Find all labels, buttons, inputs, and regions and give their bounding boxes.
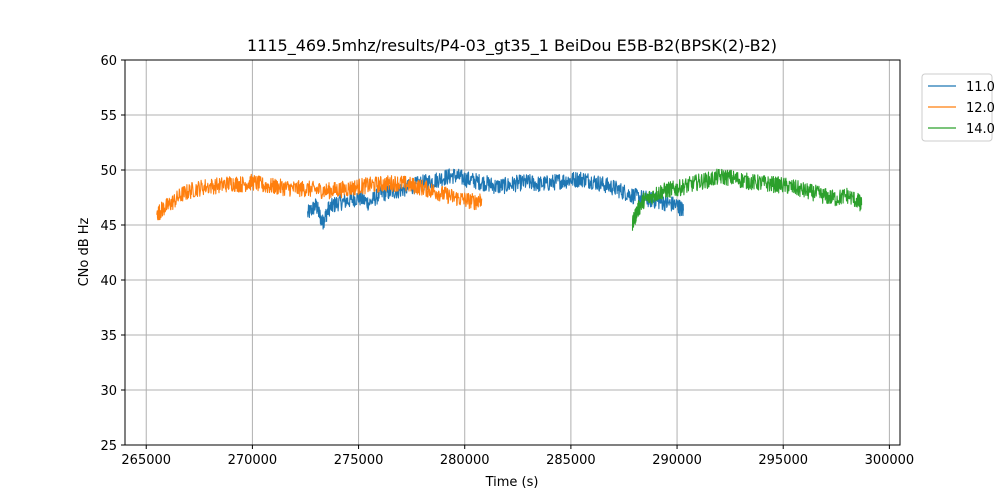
x-tick-label: 270000 (228, 453, 278, 468)
grid-lines (125, 59, 900, 446)
series-lines (156, 168, 863, 231)
axis-ticks: 265000 270000 275000 280000 285000 290000 2950… (100, 54, 914, 468)
x-tick-label: 295000 (758, 453, 808, 468)
y-tick-label: 45 (100, 219, 117, 234)
y-tick-label: 50 (100, 164, 117, 179)
x-tick-label: 300000 (865, 453, 915, 468)
x-tick-label: 280000 (440, 453, 490, 468)
y-tick-label: 35 (100, 329, 117, 344)
plot-frame (124, 59, 901, 446)
series-line-11-0 (307, 168, 684, 230)
x-tick-label: 265000 (121, 453, 171, 468)
legend: 11.0 12.0 14.0 (921, 73, 995, 142)
legend-label: 11.0 (966, 80, 995, 95)
y-tick-label: 40 (100, 274, 117, 289)
legend-box (921, 73, 993, 142)
y-tick-label: 55 (100, 109, 117, 124)
legend-label: 12.0 (966, 101, 995, 116)
chart-title: 1115_469.5mhz/results/P4-03_gt35_1 BeiDo… (247, 36, 777, 56)
y-axis-label: CNo dB Hz (77, 217, 92, 286)
x-tick-label: 285000 (546, 453, 596, 468)
legend-label: 14.0 (966, 122, 995, 137)
x-axis-label: Time (s) (485, 475, 539, 490)
y-tick-label: 60 (100, 54, 117, 69)
x-tick-label: 275000 (334, 453, 384, 468)
x-tick-label: 290000 (652, 453, 702, 468)
series-line-12-0 (156, 173, 483, 221)
series-line-14-0 (631, 168, 863, 231)
y-tick-label: 30 (100, 384, 117, 399)
y-tick-label: 25 (100, 439, 117, 454)
